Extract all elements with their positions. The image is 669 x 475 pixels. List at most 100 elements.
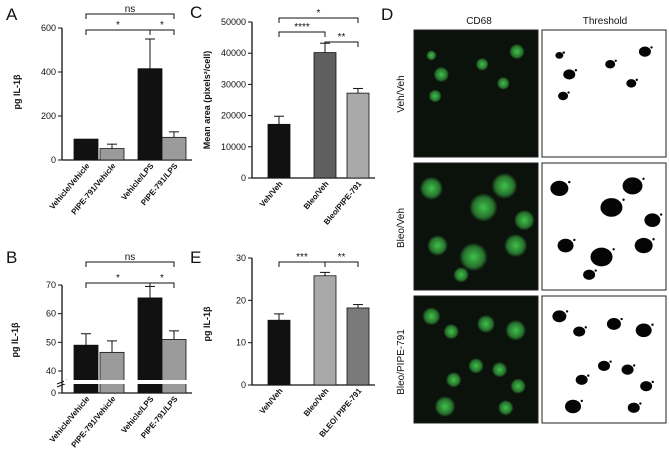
fluorescent-cell [469,193,498,222]
threshold-speck [565,310,569,313]
category-label: Bleo/Veh [302,179,331,211]
threshold-speck [612,248,615,251]
significance-label: * [160,273,164,284]
threshold-blob [598,360,610,371]
bracket-line [278,17,359,23]
bar [99,351,125,394]
fluorescent-cell [510,378,526,394]
category-label: Bleo/Veh [302,386,331,418]
threshold-speck [635,78,638,82]
panel-label-e: E [190,248,201,267]
fluorescent-cell [491,172,518,199]
category-label: PIPE-791/Vehicle [69,394,117,449]
significance-bracket: **** [278,22,326,37]
bar [137,297,163,394]
threshold-speck [587,374,590,377]
fluorescent-cell [476,314,496,334]
y-tick-label: 400 [41,67,56,77]
fluorescent-cell [426,50,437,61]
y-tick-label: 200 [41,111,56,121]
y-tick-label: 0 [51,155,56,165]
y-tick-label: 0 [51,388,56,398]
fluorescent-cell [427,235,448,256]
y-tick-label: 30 [236,253,246,263]
y-tick-label: 10000 [221,142,246,152]
threshold-speck [651,323,654,326]
significance-bracket: * [85,273,151,288]
y-tick-label: 20 [236,295,246,305]
significance-bracket: ** [324,32,359,47]
significance-bracket: * [149,273,175,288]
threshold-blob [634,237,653,254]
chart-panel-c: 0 10000 20000 30000 40000 50000 Mean area (pix… [202,8,375,227]
panel-label-a: A [6,5,18,24]
threshold-blob [575,374,588,385]
y-axis-label: pg IL-1β [202,306,212,341]
threshold-blob [644,213,661,227]
bracket-line [85,261,175,267]
threshold-speck [650,46,653,49]
significance-label: ** [338,252,346,263]
row-label-veh-veh: Veh/Veh [396,75,407,112]
significance-label: **** [294,22,310,33]
fluorescent-cell [491,361,508,378]
y-axis-label: Mean area (pixels²/cell) [202,51,212,150]
threshold-speck [562,51,565,54]
threshold-blob [573,326,586,337]
significance-bracket: * [149,20,175,35]
category-label: Veh/Veh [258,386,285,415]
threshold-blob [590,247,613,267]
threshold-blob [626,79,637,88]
threshold-speck [651,380,654,384]
row-label-bleo-veh: Bleo/Veh [396,208,407,248]
threshold-blob [557,238,574,253]
fluorescent-cell [445,372,462,388]
category-label: Veh/Veh [258,179,285,208]
column-title-cd68: CD68 [466,16,492,27]
significance-label: *** [296,252,308,263]
fluorescent-cell [503,233,528,258]
fluorescent-cell [475,57,489,71]
bar [161,339,187,394]
threshold-blob [563,69,576,80]
micrograph-panel-d: CD68 Threshold Veh/Veh Bleo/Veh Bleo/PIP… [396,16,667,424]
category-label: PIPE-791/Vehicle [69,161,117,216]
threshold-speck [584,326,587,329]
y-tick-label: 10 [236,338,246,348]
threshold-blob [558,91,569,101]
threshold-speck [568,180,571,184]
threshold-speck [622,198,625,201]
y-tick-label: 30000 [221,79,246,89]
threshold-blob [583,269,596,280]
threshold-speck [574,69,578,72]
threshold-speck [614,59,617,62]
threshold-blob [600,198,623,217]
threshold-speck [642,177,645,181]
fluorescent-cell [419,176,444,201]
significance-label: ns [125,252,136,263]
bar [161,136,187,161]
bar [313,275,337,386]
threshold-blob [606,317,621,330]
threshold-speck [652,238,655,241]
bar [313,52,337,179]
y-tick-label: 0 [241,380,246,390]
significance-label: * [160,20,164,31]
bracket-line [324,41,359,47]
threshold-blob [621,364,634,375]
threshold-speck [580,399,583,403]
threshold-speck [639,402,642,405]
bar [73,138,99,161]
panel-label-c: C [190,3,202,22]
threshold-blob [555,52,564,59]
panel-label-b: B [6,248,17,267]
bar [99,148,125,161]
significance-bracket: ** [324,252,359,267]
fluorescent-cell [459,242,488,272]
y-tick-label: 40 [46,366,56,376]
bar [346,92,370,179]
y-tick-label: 20000 [221,111,246,121]
threshold-speck [659,213,663,216]
